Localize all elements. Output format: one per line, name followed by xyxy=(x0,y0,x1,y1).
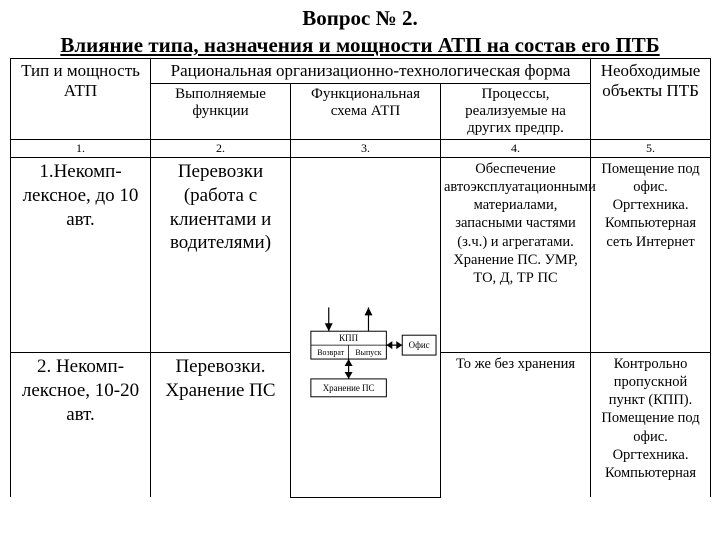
page-title: Влияние типа, назначения и мощности АТП … xyxy=(10,33,710,58)
r1-processes: Обеспечение автоэксплуатационными матери… xyxy=(441,158,591,353)
r1-scheme-diagram: КПП Возврат Выпуск Офис xyxy=(291,158,441,498)
table-row: 1.Некомп-лексное, до 10 авт. Перевозки (… xyxy=(11,158,711,353)
r1-type: 1.Некомп-лексное, до 10 авт. xyxy=(11,158,151,353)
col-type: Тип и мощность АТП xyxy=(11,59,151,140)
r2-functions: Перевозки. Хранение ПС xyxy=(151,353,291,498)
num-1: 1. xyxy=(11,140,151,158)
diagram-vypusk-label: Выпуск xyxy=(355,348,381,357)
diagram-vozvrat-label: Возврат xyxy=(317,348,344,357)
col-objects: Необходимые объекты ПТБ xyxy=(591,59,711,140)
col-functions: Выполняемые функции xyxy=(151,84,291,140)
col-form: Рациональная организационно-технологичес… xyxy=(151,59,591,84)
r2-processes: То же без хранения xyxy=(441,353,591,498)
table-number-row: 1. 2. 3. 4. 5. xyxy=(11,140,711,158)
num-3: 3. xyxy=(291,140,441,158)
r2-objects: Контрольно пропускной пункт (КПП). Помещ… xyxy=(591,353,711,498)
question-number: Вопрос № 2. xyxy=(10,6,710,31)
num-4: 4. xyxy=(441,140,591,158)
diagram-kpp-label: КПП xyxy=(339,333,358,343)
col-processes: Процессы, реализуемые на других предпр. xyxy=(441,84,591,140)
r1-functions: Перевозки (работа с клиентами и водителя… xyxy=(151,158,291,353)
col-scheme: Функциональная схема АТП xyxy=(291,84,441,140)
diagram-storage-label: Хранение ПС xyxy=(323,383,375,393)
main-table: Тип и мощность АТП Рациональная организа… xyxy=(10,58,711,498)
diagram-office-label: Офис xyxy=(409,340,430,350)
r1-objects: Помещение под офис. Оргтехника. Компьюте… xyxy=(591,158,711,353)
num-5: 5. xyxy=(591,140,711,158)
functional-scheme-svg: КПП Возврат Выпуск Офис xyxy=(291,158,440,497)
r2-type: 2. Некомп-лексное, 10-20 авт. xyxy=(11,353,151,498)
num-2: 2. xyxy=(151,140,291,158)
